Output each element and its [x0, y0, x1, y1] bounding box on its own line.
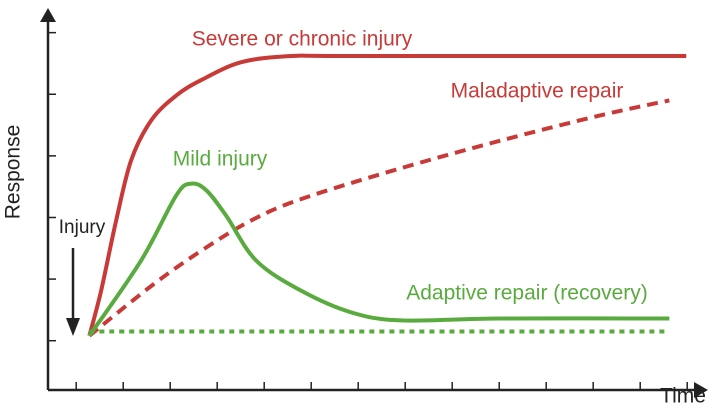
series-label: Mild injury: [173, 148, 268, 171]
x-axis-arrow: [694, 382, 708, 398]
series-line: [87, 181, 670, 337]
series-line: [87, 53, 687, 337]
series-label: Severe or chronic injury: [192, 28, 413, 51]
series-label: Maladaptive repair: [451, 80, 624, 103]
series-label: Adaptive repair (recovery): [406, 282, 648, 305]
y-axis-arrow: [40, 8, 56, 22]
y-axis-label: Response: [2, 125, 25, 220]
annotation: Injury: [59, 217, 106, 238]
annotation-arrowhead: [66, 318, 80, 336]
